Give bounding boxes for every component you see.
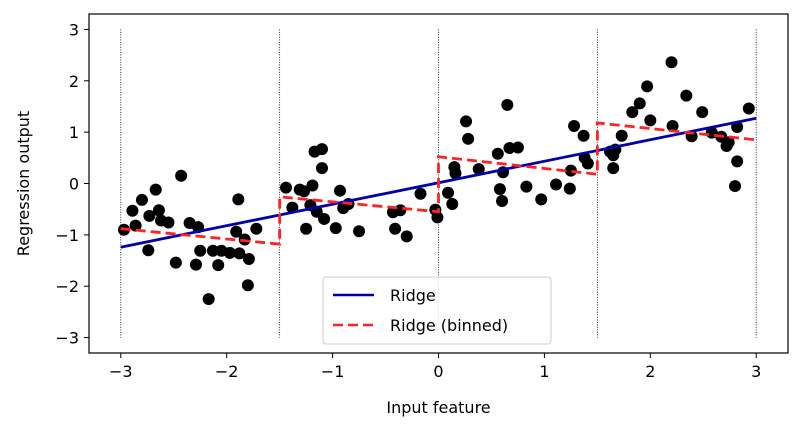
data-point (680, 89, 693, 102)
data-point (520, 180, 533, 193)
plot-area (88, 13, 789, 354)
y-tick-label: −2 (55, 277, 79, 296)
data-point (250, 222, 263, 235)
data-point (615, 129, 628, 142)
data-point (742, 102, 755, 115)
y-axis-ticks: −3 −2 −1 0 1 2 3 (55, 20, 89, 348)
data-point (729, 180, 742, 193)
data-point (414, 187, 427, 200)
x-tick-label: −1 (321, 362, 345, 381)
data-point (135, 193, 148, 206)
data-point (581, 157, 594, 170)
data-point (626, 106, 639, 119)
data-point (206, 244, 219, 257)
data-point (472, 163, 485, 176)
data-point (353, 225, 366, 238)
data-point (442, 186, 455, 199)
regression-lines (120, 116, 757, 249)
data-point (460, 115, 473, 128)
data-point (233, 247, 246, 260)
data-point (511, 141, 524, 154)
data-point (449, 167, 462, 180)
data-point (152, 204, 165, 217)
y-tick-label: −3 (55, 329, 79, 348)
data-point (496, 194, 509, 207)
y-tick-label: 1 (69, 123, 79, 142)
legend-entry-ridge-binned: Ridge (binned) (390, 316, 508, 335)
data-point (607, 162, 620, 175)
data-point (535, 193, 548, 206)
x-tick-label: 0 (433, 362, 443, 381)
data-point (149, 183, 162, 196)
data-point (194, 244, 207, 257)
data-point (297, 185, 310, 198)
data-point (462, 132, 475, 145)
data-point (400, 230, 413, 243)
data-point (223, 246, 236, 259)
data-point (212, 259, 225, 272)
y-axis-label: Regression output (14, 111, 33, 256)
x-tick-label: −2 (215, 362, 239, 381)
x-tick-label: −3 (109, 362, 133, 381)
data-point (446, 198, 459, 211)
data-point (316, 162, 328, 175)
data-point (279, 181, 292, 194)
legend-box (322, 276, 552, 345)
data-point (665, 56, 678, 69)
x-tick-label: 2 (645, 362, 655, 381)
data-point (329, 222, 342, 235)
data-point (318, 212, 331, 225)
data-point (731, 155, 744, 168)
data-point (143, 209, 156, 222)
data-point (242, 253, 255, 266)
data-point (431, 211, 444, 224)
data-point (644, 114, 657, 127)
data-point (563, 182, 576, 195)
data-point (722, 136, 735, 149)
y-tick-label: −1 (55, 226, 79, 245)
data-point (126, 204, 139, 217)
x-axis-label: Input feature (386, 398, 490, 417)
data-point (696, 106, 709, 119)
x-axis-ticks: −3 −2 −1 0 1 2 3 (109, 353, 761, 381)
data-point (394, 204, 407, 217)
data-point (202, 293, 215, 306)
x-tick-label: 1 (539, 362, 549, 381)
data-point (316, 143, 328, 156)
data-point (568, 119, 581, 132)
data-point (389, 222, 402, 235)
data-point (232, 193, 245, 206)
data-point (306, 179, 319, 192)
y-tick-label: 3 (69, 20, 79, 39)
data-point (633, 97, 646, 110)
data-point (169, 256, 182, 269)
legend: Ridge Ridge (binned) (322, 276, 552, 345)
data-point (334, 184, 347, 197)
data-point (550, 178, 563, 191)
data-point (666, 119, 679, 132)
data-point (129, 219, 142, 232)
scatter-points (117, 56, 755, 306)
data-point (491, 147, 504, 160)
data-point (162, 216, 175, 229)
x-tick-label: 3 (751, 362, 761, 381)
data-point (300, 222, 313, 235)
data-point (230, 225, 243, 238)
data-point (501, 98, 514, 111)
data-point (493, 183, 506, 196)
data-point (564, 164, 577, 177)
data-point (503, 142, 516, 155)
data-point (175, 169, 188, 182)
ridge-binned-line (120, 121, 757, 246)
data-point (241, 279, 254, 292)
data-point (189, 258, 202, 271)
data-point (142, 244, 155, 257)
data-point (577, 129, 590, 142)
y-tick-label: 0 (69, 175, 79, 194)
data-point (641, 80, 654, 93)
y-tick-label: 2 (69, 72, 79, 91)
legend-entry-ridge: Ridge (390, 286, 436, 305)
